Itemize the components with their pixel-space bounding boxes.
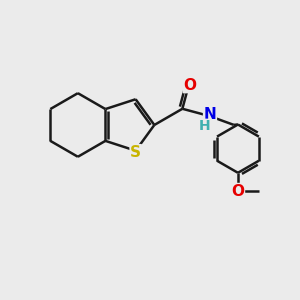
Text: O: O xyxy=(183,78,196,93)
Text: S: S xyxy=(130,145,141,160)
Text: H: H xyxy=(198,119,210,133)
Text: O: O xyxy=(231,184,244,199)
Text: N: N xyxy=(204,107,216,122)
